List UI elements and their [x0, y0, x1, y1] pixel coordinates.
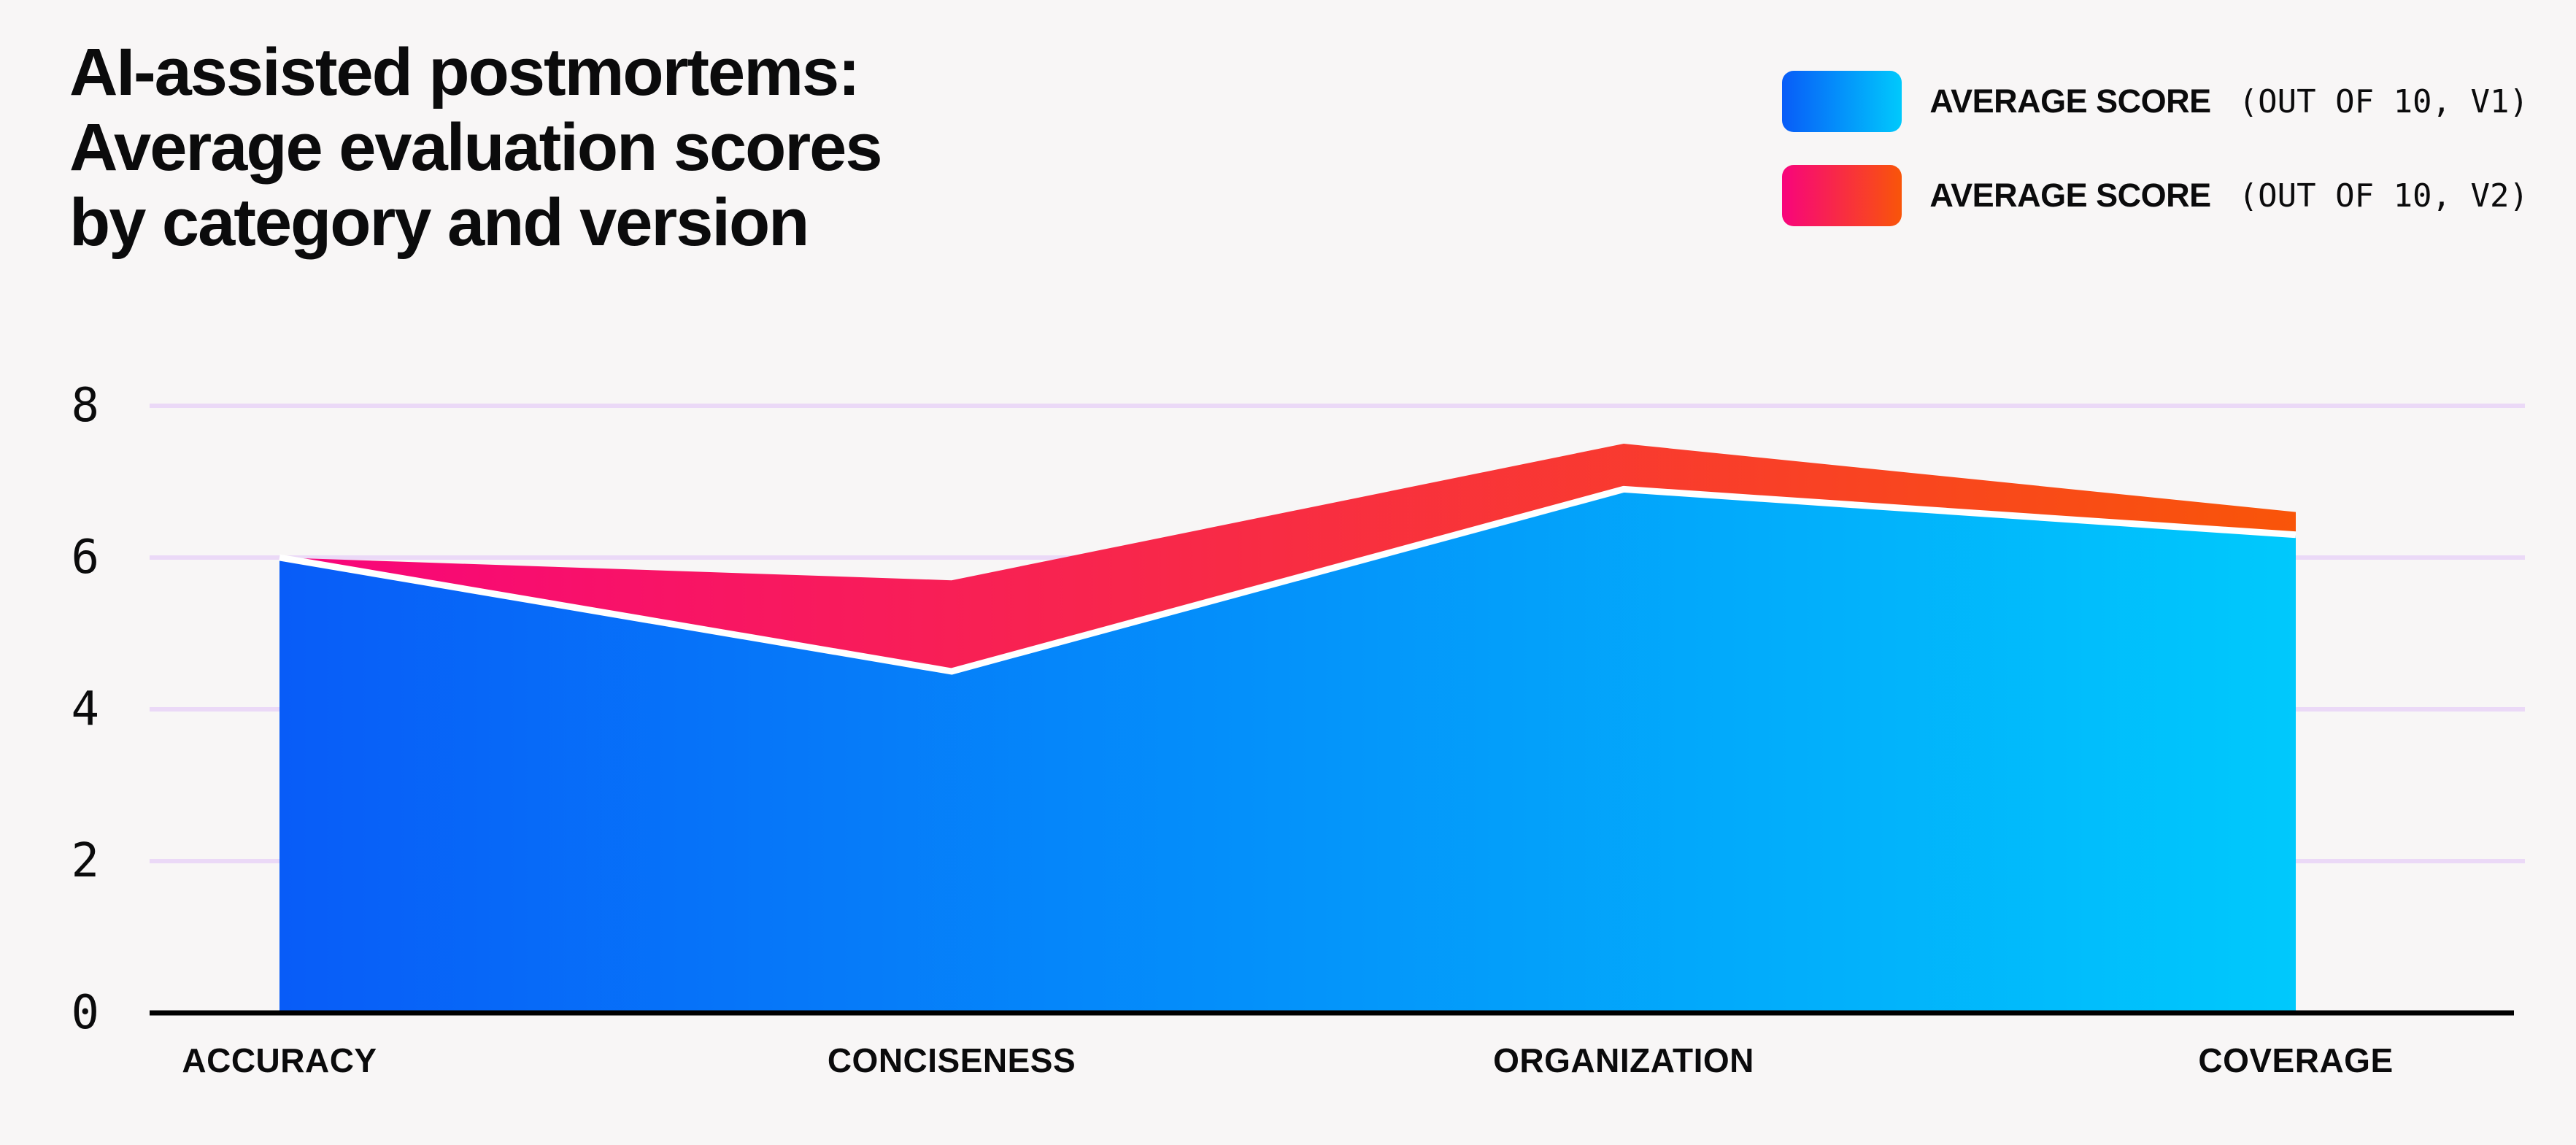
legend-qualifier-v1: (OUT OF 10, V1)	[2238, 82, 2529, 120]
chart-title-line-1: AI-assisted postmortems:	[69, 35, 860, 109]
v1-top-stroke	[279, 485, 2297, 675]
chart-title-line-3: by category and version	[69, 185, 809, 260]
y-tick-label-4: 4	[71, 682, 99, 736]
chart-title-line-2: Average evaluation scores	[69, 110, 882, 185]
chart-title: AI-assisted postmortems: Average evaluat…	[69, 35, 882, 261]
legend-swatch-v1	[1782, 71, 1902, 132]
x-category-label-conciseness: CONCISENESS	[827, 1041, 1076, 1079]
chart-legend: AVERAGE SCORE (OUT OF 10, V1) AVERAGE SC…	[1782, 71, 2529, 226]
x-category-label-organization: ORGANIZATION	[1493, 1041, 1754, 1079]
legend-label-v1: AVERAGE SCORE	[1929, 82, 2211, 120]
y-tick-label-6: 6	[71, 531, 99, 585]
legend-item-v1: AVERAGE SCORE (OUT OF 10, V1)	[1782, 71, 2529, 132]
legend-swatch-v2	[1782, 165, 1902, 226]
legend-item-v2: AVERAGE SCORE (OUT OF 10, V2)	[1782, 165, 2529, 226]
v1-area	[279, 489, 2296, 1013]
legend-label-v2: AVERAGE SCORE	[1929, 177, 2211, 214]
y-tick-label-2: 2	[71, 834, 99, 888]
legend-qualifier-v2: (OUT OF 10, V2)	[2238, 177, 2529, 215]
x-category-label-coverage: COVERAGE	[2198, 1041, 2394, 1079]
x-category-label-accuracy: ACCURACY	[182, 1041, 377, 1079]
y-tick-label-8: 8	[71, 379, 99, 433]
y-tick-label-0: 0	[71, 986, 99, 1040]
